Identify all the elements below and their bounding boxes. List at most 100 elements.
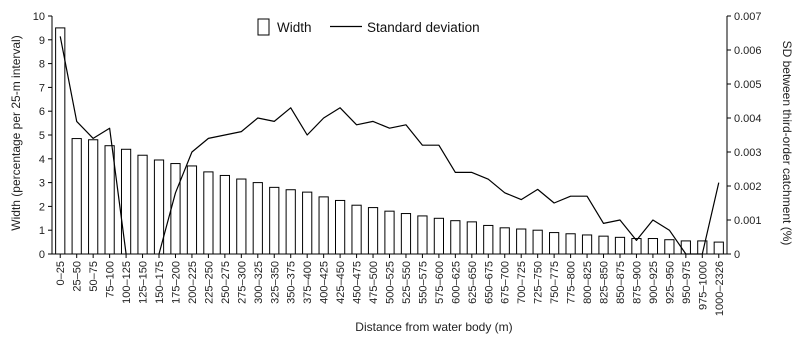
x-tick-label: 350–375 (286, 261, 298, 304)
x-tick-label: 475–500 (368, 261, 380, 304)
bar (466, 221, 477, 255)
x-tick-label: 250–275 (220, 261, 232, 304)
bar (104, 145, 115, 255)
bar (483, 224, 494, 255)
y-left-tick-label: 7 (39, 82, 45, 94)
y-left-tick-label: 4 (39, 154, 45, 166)
bar (203, 171, 214, 255)
bar (598, 235, 609, 255)
x-tick-label: 800–825 (582, 261, 594, 304)
bar (581, 234, 593, 255)
x-tick-label: 1000–2326 (714, 261, 726, 316)
x-tick-label: 225–250 (203, 261, 215, 304)
x-tick-label: 0–25 (55, 261, 67, 285)
bar (549, 232, 560, 255)
bar (680, 240, 691, 255)
x-tick-label: 775–800 (566, 261, 578, 304)
y-left-tick-label: 1 (39, 225, 45, 237)
x-tick-label: 900–925 (648, 261, 660, 304)
bar (335, 199, 346, 255)
x-tick-label: 75–100 (105, 261, 117, 298)
x-tick-label: 950–975 (681, 261, 693, 304)
bar (252, 182, 263, 255)
bar (433, 217, 444, 255)
x-tick-label: 125–150 (138, 261, 150, 304)
x-tick-label: 275–300 (236, 261, 248, 304)
x-tick-label: 525–550 (401, 261, 413, 304)
bar (647, 238, 659, 255)
bar (137, 154, 148, 255)
bar (367, 207, 379, 255)
bar (318, 196, 329, 255)
bar (120, 148, 132, 255)
x-tick-label: 850–875 (615, 261, 627, 304)
x-tick-label: 400–425 (319, 261, 331, 304)
y-right-tick-label: 0.007 (734, 11, 762, 23)
y-left-tick-label: 0 (39, 249, 45, 261)
bar (516, 228, 527, 255)
x-tick-label: 625–650 (467, 261, 479, 304)
legend: Width Standard deviation (257, 18, 480, 36)
bar (71, 138, 82, 255)
legend-label-standard-deviation: Standard deviation (367, 20, 480, 35)
bar (499, 227, 510, 255)
x-axis-title: Distance from water body (m) (355, 320, 512, 334)
y-right-tick-label: 0 (734, 249, 740, 261)
x-tick-label: 675–700 (500, 261, 512, 304)
y-left-tick-label: 10 (33, 11, 45, 23)
legend-label-width: Width (277, 20, 312, 35)
x-tick-label: 450–475 (352, 261, 364, 304)
bar (400, 213, 412, 255)
bar (302, 191, 313, 255)
x-tick-label: 600–625 (450, 261, 462, 304)
bar (236, 178, 247, 255)
bar (565, 233, 576, 255)
y-left-tick-label: 3 (39, 178, 45, 190)
x-tick-label: 725–750 (533, 261, 545, 304)
x-tick-label: 575–600 (434, 261, 446, 304)
x-tick-label: 425–450 (335, 261, 347, 304)
x-tick-label: 150–175 (154, 261, 166, 304)
x-tick-label: 325–350 (269, 261, 281, 304)
x-tick-label: 375–400 (302, 261, 314, 304)
bar (614, 236, 626, 255)
y-left-tick-label: 9 (39, 35, 45, 47)
bar (532, 229, 543, 255)
bar (713, 241, 724, 255)
x-tick-label: 175–200 (170, 261, 182, 304)
bar (450, 220, 461, 255)
x-tick-label: 550–575 (417, 261, 429, 304)
y-right-tick-label: 0.004 (734, 113, 762, 125)
y-right-tick-label: 0.005 (734, 79, 762, 91)
x-tick-label: 500–525 (385, 261, 397, 304)
y-left-tick-label: 2 (39, 201, 45, 213)
x-tick-label: 50–75 (88, 261, 100, 292)
y-axis-left-title: Width (percentage per 25-m interval) (9, 35, 23, 230)
bar (384, 210, 395, 255)
y-left-tick-label: 6 (39, 106, 45, 118)
x-tick-label: 875–900 (631, 261, 643, 304)
x-tick-label: 825–850 (599, 261, 611, 304)
plot-area (55, 27, 724, 255)
x-tick-label: 25–50 (72, 261, 84, 292)
y-right-tick-label: 0.002 (734, 181, 762, 193)
x-tick-label: 750–775 (549, 261, 561, 304)
x-tick-label: 975–1000 (697, 261, 709, 310)
x-tick-label: 925–950 (664, 261, 676, 304)
bar (269, 186, 280, 255)
x-tick-label: 650–675 (483, 261, 495, 304)
y-right-tick-label: 0.006 (734, 45, 762, 57)
legend-bar-swatch (257, 18, 270, 36)
y-right-tick-label: 0.001 (734, 215, 762, 227)
x-tick-label: 100–125 (121, 261, 133, 304)
bar (170, 163, 181, 255)
y-left-tick-label: 8 (39, 59, 45, 71)
bar (88, 139, 99, 255)
bar (664, 239, 675, 255)
axes: 0 1 2 3 4 5 6 7 8 9 10 0 0.001 0.002 0.003 0.004 0.005 0.… (33, 11, 762, 316)
y-right-tick-label: 0.003 (734, 147, 762, 159)
series-line-standard-deviation (59, 36, 720, 255)
y-left-tick-label: 5 (39, 130, 45, 142)
bar (219, 174, 230, 255)
